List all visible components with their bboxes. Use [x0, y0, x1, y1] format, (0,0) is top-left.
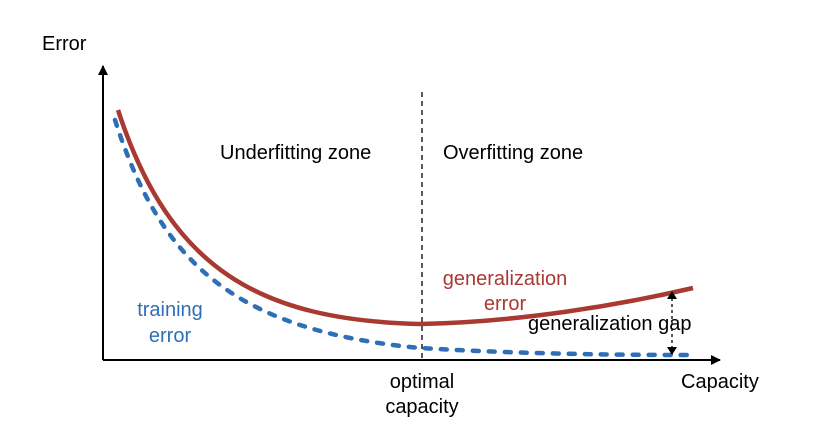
optimal-capacity-label-1: optimal — [390, 371, 454, 393]
optimal-capacity-label-2: capacity — [385, 396, 458, 418]
generalization-error-curve — [115, 109, 694, 327]
training-error-label-1: training — [137, 299, 203, 321]
generalization-error-label-1: generalization — [443, 268, 568, 290]
training-error-label-2: error — [149, 325, 192, 347]
overfitting-zone-label: Overfitting zone — [443, 142, 583, 164]
x-axis-label: Capacity — [681, 371, 759, 393]
training-error-curve — [112, 117, 698, 358]
y-axis-label: Error — [42, 33, 87, 55]
generalization-gap-label: generalization gap — [528, 313, 691, 335]
generalization-error-label-2: error — [484, 293, 527, 315]
underfitting-zone-label: Underfitting zone — [220, 142, 371, 164]
